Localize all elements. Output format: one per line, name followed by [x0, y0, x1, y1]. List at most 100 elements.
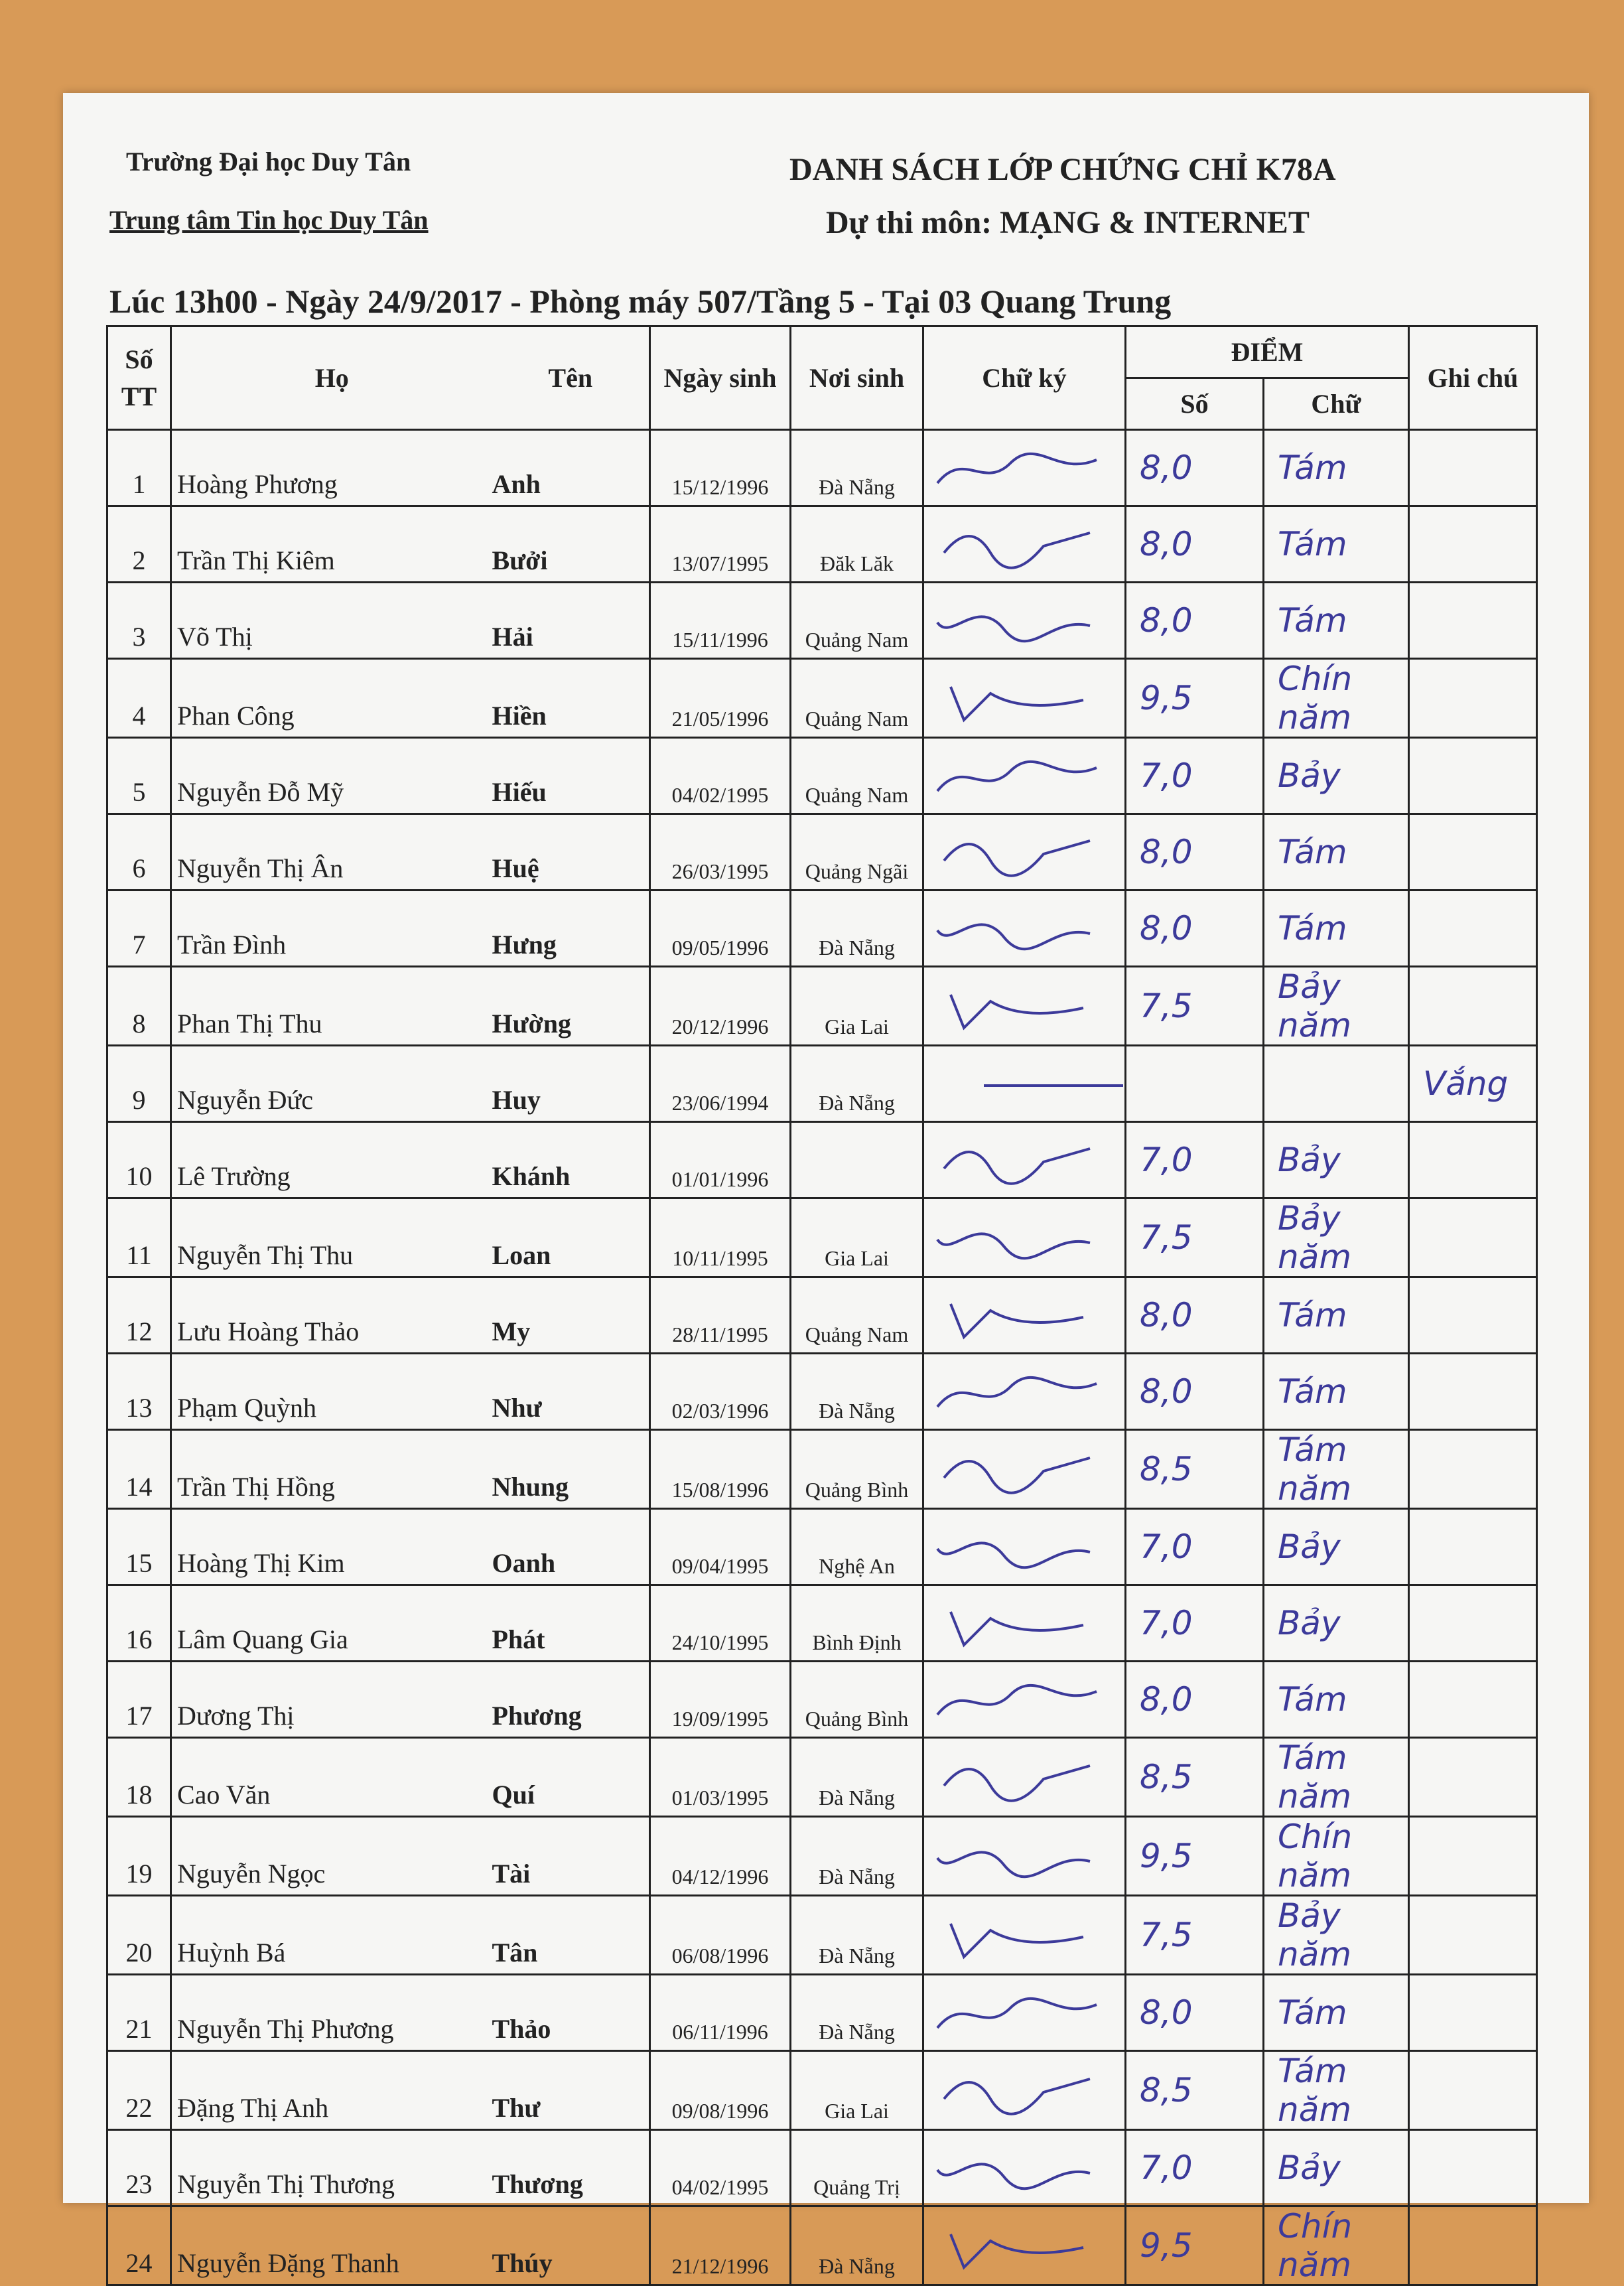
signature-mark — [936, 1232, 1091, 1259]
row-number: 2 — [106, 505, 172, 583]
note: Vắng — [1408, 1044, 1538, 1123]
score-number: 7,5 — [1124, 1197, 1264, 1278]
place-of-birth: Quảng Ngãi — [789, 813, 924, 891]
first-name: Nhung — [492, 1429, 651, 1510]
place-of-birth: Đà Nẵng — [789, 1816, 924, 1896]
score-words: Tám — [1262, 889, 1410, 967]
place-of-birth: Gia Lai — [789, 2050, 924, 2131]
signature-mark — [943, 531, 1091, 569]
score-number: 7,0 — [1124, 1121, 1264, 1199]
row-number: 17 — [106, 1660, 172, 1739]
date-of-birth: 01/01/1996 — [649, 1121, 791, 1199]
score-words — [1262, 1044, 1410, 1123]
header-chu: Chữ — [1262, 377, 1410, 431]
score-words: Tám — [1262, 1973, 1410, 2052]
signature-mark — [949, 1610, 1084, 1648]
score-words: Chín năm — [1262, 1816, 1410, 1896]
first-name: Như — [492, 1352, 651, 1431]
last-name: Trần Đình — [170, 889, 492, 967]
first-name: Thảo — [492, 1973, 651, 2052]
table-row: 10 Lê Trường Khánh 01/01/1996 7,0 Bảy — [106, 1121, 1538, 1199]
first-name: Khánh — [492, 1121, 651, 1199]
first-name: Phương — [492, 1660, 651, 1739]
place-of-birth: Quảng Bình — [789, 1660, 924, 1739]
last-name: Trần Thị Kiêm — [170, 505, 492, 583]
note — [1408, 1121, 1538, 1199]
score-number: 7,0 — [1124, 737, 1264, 815]
signature-mark — [943, 2077, 1091, 2115]
first-name: Anh — [492, 429, 651, 507]
note — [1408, 1276, 1538, 1354]
score-words: Tám — [1262, 1660, 1410, 1739]
note — [1408, 737, 1538, 815]
score-words: Bảy năm — [1262, 965, 1410, 1046]
table-row: 2 Trần Thị Kiêm Bưởi 13/07/1995 Đăk Lăk 8,0 Tá… — [106, 505, 1538, 583]
first-name: Hải — [492, 581, 651, 660]
note — [1408, 505, 1538, 583]
table-row: 21 Nguyễn Thị Phương Thảo 06/11/1996 Đà Nẵng… — [106, 1973, 1538, 2052]
score-number: 9,5 — [1124, 2205, 1264, 2286]
row-number: 9 — [106, 1044, 172, 1123]
score-words: Chín năm — [1262, 2205, 1410, 2286]
place-of-birth: Nghệ An — [789, 1508, 924, 1586]
place-of-birth: Bình Định — [789, 1584, 924, 1662]
first-name: Tân — [492, 1894, 651, 1975]
score-number: 9,5 — [1124, 1816, 1264, 1896]
table-row: 15 Hoàng Thị Kim Oanh 09/04/1995 Nghệ An 7,0 B… — [106, 1508, 1538, 1586]
absent-line — [984, 1084, 1123, 1087]
row-number: 12 — [106, 1276, 172, 1354]
first-name: Hường — [492, 965, 651, 1046]
last-name: Phan Thị Thu — [170, 965, 492, 1046]
signature-mark — [936, 922, 1091, 950]
note — [1408, 2205, 1538, 2286]
signature — [922, 2129, 1126, 2207]
signature-mark — [949, 1922, 1084, 1960]
row-number: 19 — [106, 1816, 172, 1896]
score-number: 7,0 — [1124, 2129, 1264, 2207]
signature — [922, 1352, 1126, 1431]
signature — [922, 581, 1126, 660]
table-row: 14 Trần Thị Hồng Nhung 15/08/1996 Quảng Bình… — [106, 1429, 1538, 1510]
score-number — [1124, 1044, 1264, 1123]
place-of-birth: Đà Nẵng — [789, 429, 924, 507]
date-of-birth: 21/05/1996 — [649, 658, 791, 739]
last-name: Nguyễn Thị Thương — [170, 2129, 492, 2207]
row-number: 10 — [106, 1121, 172, 1199]
score-words: Tám — [1262, 505, 1410, 583]
date-of-birth: 09/08/1996 — [649, 2050, 791, 2131]
date-of-birth: 23/06/1994 — [649, 1044, 791, 1123]
place-of-birth: Đà Nẵng — [789, 889, 924, 967]
row-number: 18 — [106, 1737, 172, 1818]
score-number: 8,0 — [1124, 429, 1264, 507]
table-row: 4 Phan Công Hiền 21/05/1996 Quảng Nam 9,5 Chín… — [106, 658, 1538, 739]
exam-subject: Dự thi môn: MẠNG & INTERNET — [826, 205, 1310, 240]
last-name: Võ Thị — [170, 581, 492, 660]
first-name: Oanh — [492, 1508, 651, 1586]
first-name: Thư — [492, 2050, 651, 2131]
table-row: 18 Cao Văn Quí 01/03/1995 Đà Nẵng 8,5 Tám năm — [106, 1737, 1538, 1818]
row-number: 15 — [106, 1508, 172, 1586]
score-number: 8,0 — [1124, 813, 1264, 891]
place-of-birth: Quảng Nam — [789, 1276, 924, 1354]
signature-mark — [943, 1456, 1091, 1494]
signature-mark — [949, 2233, 1084, 2270]
table-row: 13 Phạm Quỳnh Như 02/03/1996 Đà Nẵng 8,0 Tám — [106, 1352, 1538, 1431]
note — [1408, 1508, 1538, 1586]
last-name: Nguyễn Đức — [170, 1044, 492, 1123]
place-of-birth: Gia Lai — [789, 965, 924, 1046]
date-of-birth: 20/12/1996 — [649, 965, 791, 1046]
note — [1408, 2050, 1538, 2131]
first-name: Quí — [492, 1737, 651, 1818]
score-words: Bảy — [1262, 1121, 1410, 1199]
note — [1408, 1197, 1538, 1278]
table-row: 6 Nguyễn Thị Ân Huệ 26/03/1995 Quảng Ngãi 8,0… — [106, 813, 1538, 891]
row-number: 8 — [106, 965, 172, 1046]
note — [1408, 2129, 1538, 2207]
header-ngay-sinh: Ngày sinh — [649, 325, 791, 431]
signature-mark — [949, 1303, 1084, 1340]
signature — [922, 1508, 1126, 1586]
table-row: 5 Nguyễn Đỗ Mỹ Hiếu 04/02/1995 Quảng Nam 7,0 B… — [106, 737, 1538, 815]
signature — [922, 1816, 1126, 1896]
first-name: Thúy — [492, 2205, 651, 2286]
first-name: Thương — [492, 2129, 651, 2207]
